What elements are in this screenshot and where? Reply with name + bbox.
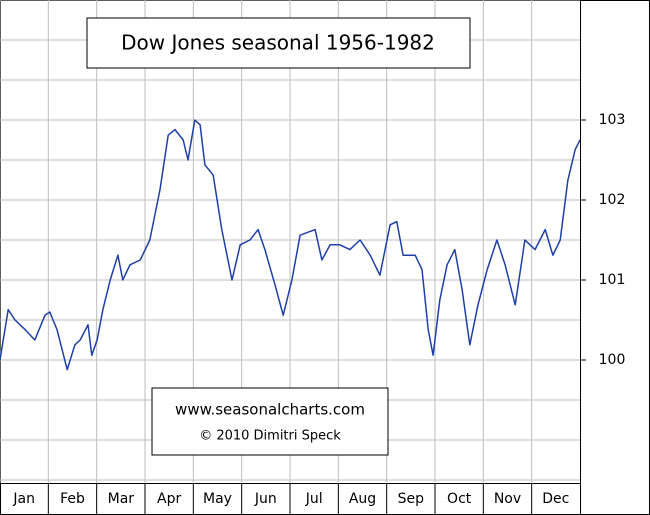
grid — [0, 0, 580, 483]
x-tick-label: Oct — [447, 491, 472, 507]
x-tick-label: Nov — [494, 491, 521, 507]
title-box — [86, 17, 471, 69]
credit-url: www.seasonalcharts.com — [175, 401, 365, 419]
chart-title: Dow Jones seasonal 1956-1982 — [121, 31, 435, 55]
x-tick-label: Sep — [398, 491, 425, 507]
axes: 100 101 102 103 Jan Feb Mar Apr May Jun Jul Aug Sep O… — [0, 0, 625, 515]
credit-author: © 2010 Dimitri Speck — [199, 429, 341, 444]
y-tick-label: 101 — [599, 272, 626, 288]
y-tick-label: 103 — [599, 112, 626, 128]
y-tick-label: 100 — [599, 352, 626, 368]
x-tick-label: Jan — [12, 491, 35, 507]
x-tick-label: Feb — [60, 491, 85, 507]
x-tick-label: Apr — [157, 491, 181, 507]
x-tick-label: Jul — [305, 491, 323, 507]
y-tick-label: 102 — [599, 192, 626, 208]
x-tick-label: May — [203, 491, 232, 507]
x-tick-label: Mar — [108, 491, 135, 507]
x-tick-label: Dec — [542, 491, 569, 507]
plot — [0, 119, 581, 371]
credit-box — [151, 387, 389, 456]
series-line — [0, 119, 581, 371]
x-tick-label: Aug — [349, 491, 376, 507]
x-tick-label: Jun — [254, 491, 277, 507]
